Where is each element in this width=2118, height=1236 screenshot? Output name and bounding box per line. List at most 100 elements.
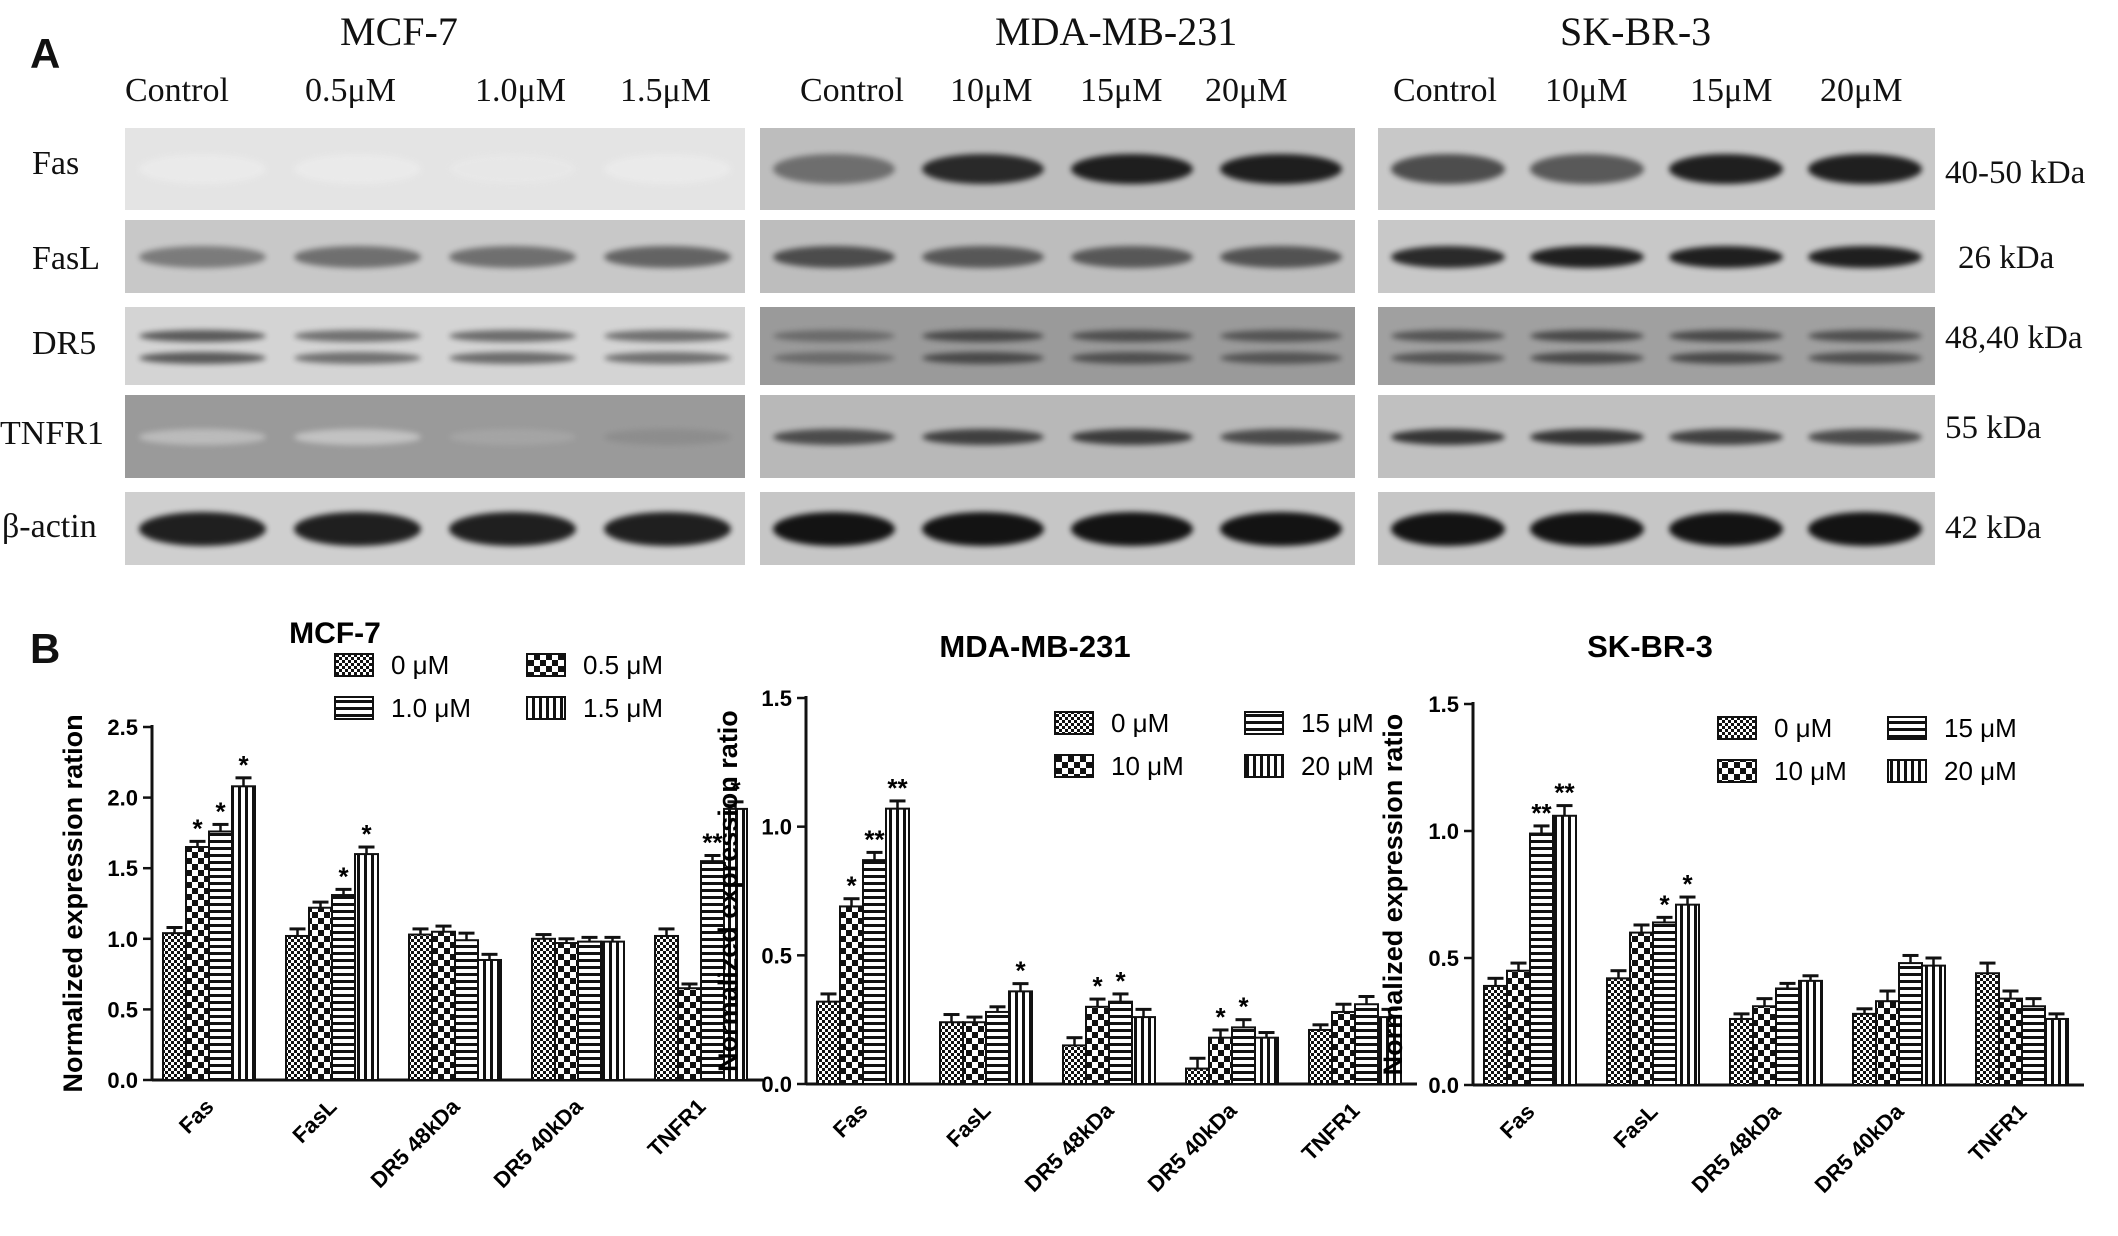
blot-band [773,245,896,268]
kda-label-3: 55 kDa [1945,410,2042,446]
y-tick-label: 0.5 [107,997,138,1022]
legend-swatch [1887,716,1927,740]
legend-label: 0 μM [1774,713,1832,743]
blot-band [1219,428,1342,445]
blot-band [138,330,267,342]
bar [1552,814,1577,1086]
blot-band [773,428,896,445]
row-label-0: Fas [32,145,80,182]
significance-marker: ** [1554,778,1575,808]
blot-band [922,428,1045,445]
bar [700,860,725,1082]
significance-marker: * [338,861,349,891]
legend-label: 1.5 μM [583,693,663,723]
y-tick-label: 1.5 [761,686,792,711]
blot-band [1808,245,1923,268]
blot-band [1529,330,1644,342]
row-label-4: β-actin [2,508,97,545]
significance-marker: ** [864,824,885,854]
blot-band [1390,511,1505,546]
blot-band [603,330,732,342]
y-tick-label: 1.0 [1428,819,1459,844]
blot-band [448,330,577,342]
kda-label-2: 48,40 kDa [1945,320,2083,356]
bar [162,932,187,1081]
blot-band [603,154,732,184]
bar [1775,987,1800,1086]
blot-band [1219,511,1342,546]
blot-band [1219,154,1342,184]
blot-strip [125,128,745,210]
blot-strip [760,220,1355,293]
bar [231,785,256,1082]
kda-label-1: 26 kDa [1958,240,2055,276]
legend-swatch [1717,716,1757,740]
blot-band [448,352,577,364]
blot-band [922,245,1045,268]
blot-band [1808,511,1923,546]
legend-swatch [526,653,566,677]
blot-band [1219,330,1342,342]
lane-label: 10μM [950,72,1033,109]
bar [354,853,379,1082]
lane-label: Control [800,72,904,109]
y-tick-label: 0.0 [107,1068,138,1093]
blot-band [1070,352,1193,364]
blot-band [293,511,422,546]
blot-strip [125,307,745,385]
legend-label: 10 μM [1774,756,1847,786]
x-tick-label: FasL [1609,1099,1663,1153]
legend-swatch [1717,759,1757,783]
x-tick-label: DR5 40kDa [1143,1097,1243,1197]
significance-marker: * [1015,956,1026,986]
lane-label: 1.0μM [475,72,566,109]
legend-label: 0 μM [1111,708,1169,738]
significance-marker: * [846,871,857,901]
y-tick-label: 1.5 [1428,692,1459,717]
blot-strip [760,307,1355,385]
x-tick-label: Fas [174,1094,218,1138]
bar [816,1000,841,1085]
bar [1852,1012,1877,1087]
significance-marker: ** [1531,798,1552,828]
legend-swatch [334,696,374,720]
legend-label: 0 μM [391,650,449,680]
legend-swatch [1244,711,1284,735]
bar [1231,1026,1256,1086]
y-tick-label: 0.5 [761,943,792,968]
bar [1331,1010,1356,1085]
x-tick-label: TNFR1 [643,1094,711,1162]
x-tick-label: DR5 48kDa [366,1093,466,1193]
y-tick-label: 1.5 [107,856,138,881]
panel-a-letter: A [30,30,61,77]
bar [408,933,433,1082]
legend-swatch [1887,759,1927,783]
bar [1798,979,1823,1086]
lane-label: 20μM [1820,72,1903,109]
y-tick-label: 2.5 [107,715,138,740]
bar [185,846,210,1082]
bar [2021,1005,2046,1087]
bar [1606,977,1631,1087]
bar [454,939,479,1081]
blot-band [293,154,422,184]
bar [531,937,556,1081]
blot-band [1070,154,1193,184]
bar [600,940,625,1082]
significance-marker: * [192,813,203,843]
legend-label: 10 μM [1111,751,1184,781]
y-tick-label: 1.0 [107,927,138,952]
blot-strip [1378,128,1935,210]
blot-strip [760,128,1355,210]
bar [1131,1016,1156,1085]
bar [885,807,910,1085]
bar [1085,1005,1110,1085]
blot-band [448,245,577,268]
significance-marker: * [1238,992,1249,1022]
legend-label: 0.5 μM [583,650,663,680]
blot-band [773,330,896,342]
lane-label: 0.5μM [305,72,396,109]
x-tick-label: Fas [828,1098,872,1142]
lane-label: Control [1393,72,1497,109]
bar [2044,1017,2069,1087]
